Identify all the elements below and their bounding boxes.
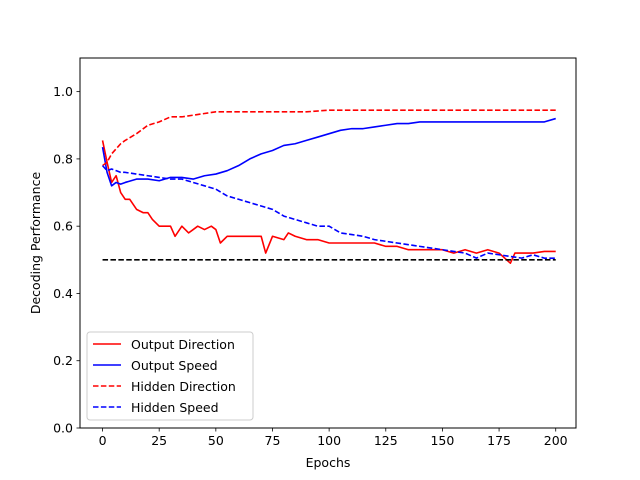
legend-label-output-speed: Output Speed: [131, 358, 218, 373]
y-tick-label: 0.8: [53, 151, 73, 166]
series-lines: [101, 109, 556, 264]
x-tick-label: 175: [487, 433, 511, 448]
series-line-hidden-speed: [101, 165, 556, 259]
x-tick-label: 100: [317, 433, 341, 448]
y-axis-ticks: 0.0 0.2 0.4 0.6 0.8 1.0: [53, 84, 80, 436]
y-tick-label: 0.6: [53, 219, 73, 234]
series-line-hidden-direction: [102, 109, 556, 167]
x-tick-label: 25: [151, 433, 167, 448]
x-tick-label: 0: [99, 433, 107, 448]
y-tick-label: 0.2: [53, 353, 73, 368]
series-line-output-direction: [101, 140, 556, 264]
legend: Output Direction Output Speed Hidden Dir…: [86, 331, 254, 421]
x-axis-label: Epochs: [306, 455, 351, 470]
x-tick-label: 75: [265, 433, 281, 448]
x-tick-label: 150: [430, 433, 454, 448]
x-tick-label: 125: [374, 433, 398, 448]
x-tick-label: 50: [208, 433, 224, 448]
y-tick-label: 0.4: [53, 286, 73, 301]
y-axis-label: Decoding Performance: [28, 172, 43, 315]
legend-label-output-direction: Output Direction: [131, 337, 235, 352]
series-line-output-speed: [101, 117, 556, 187]
x-tick-label: 200: [544, 433, 568, 448]
x-axis-ticks: 0 25 50 75 100 125 150 175 200: [99, 428, 568, 448]
y-tick-label: 0.0: [53, 421, 73, 436]
legend-box: [86, 331, 254, 421]
legend-label-hidden-direction: Hidden Direction: [131, 379, 236, 394]
y-tick-label: 1.0: [53, 84, 73, 99]
legend-label-hidden-speed: Hidden Speed: [131, 400, 219, 415]
plot-area-frame: [79, 57, 577, 429]
